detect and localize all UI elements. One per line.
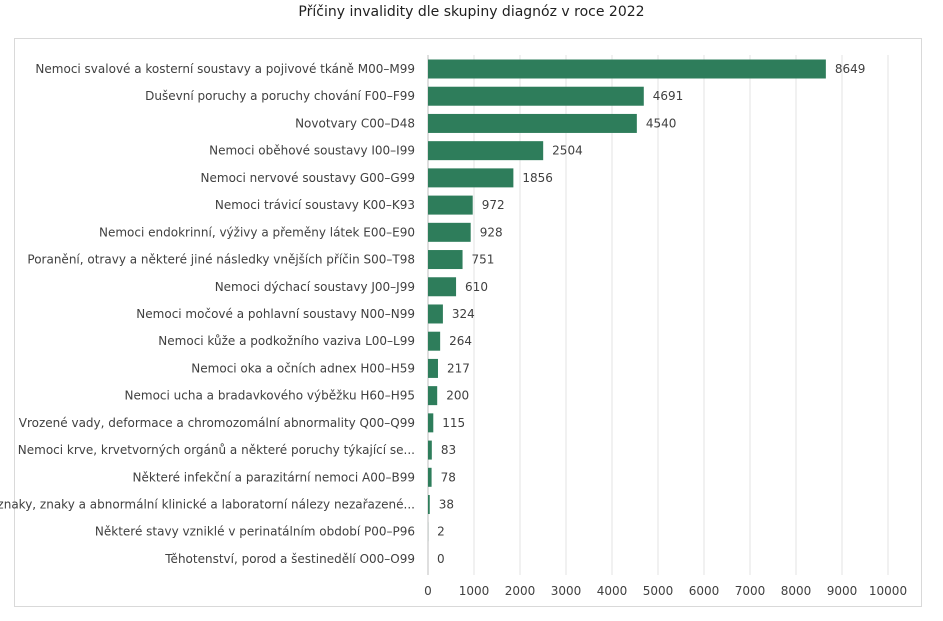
category-label: Nemoci trávicí soustavy K00–K93 (215, 198, 415, 212)
category-label: Novotvary C00–D48 (295, 116, 415, 130)
data-label: 8649 (835, 62, 866, 76)
chart-frame (14, 38, 922, 607)
category-label: Nemoci oběhové soustavy I00–I99 (209, 144, 415, 158)
x-tick-label: 1000 (459, 584, 490, 598)
data-label: 38 (439, 498, 454, 512)
category-label: Těhotenství, porod a šestinedělí O00–O99 (164, 552, 415, 566)
category-label: Nemoci krve, krvetvorných orgánů a někte… (18, 443, 415, 457)
x-tick-label: 2000 (505, 584, 536, 598)
data-label: 2504 (552, 144, 583, 158)
data-label: 610 (465, 280, 488, 294)
data-label: 1856 (522, 171, 553, 185)
data-label: 4691 (653, 89, 684, 103)
x-tick-label: 5000 (643, 584, 674, 598)
x-tick-label: 9000 (827, 584, 858, 598)
data-label: 200 (446, 389, 469, 403)
data-label: 264 (449, 334, 472, 348)
chart-title: Příčiny invalidity dle skupiny diagnóz v… (298, 4, 645, 20)
x-tick-label: 8000 (781, 584, 812, 598)
data-label: 0 (437, 552, 445, 566)
data-label: 4540 (646, 116, 677, 130)
bar (428, 440, 432, 460)
data-label: 928 (480, 225, 503, 239)
category-label: Nemoci svalové a kosterní soustavy a poj… (35, 62, 415, 76)
category-label: Duševní poruchy a poruchy chování F00–F9… (145, 89, 415, 103)
x-tick-label: 10000 (869, 584, 907, 598)
data-label: 115 (442, 416, 465, 430)
bar (428, 277, 457, 297)
data-label: 83 (441, 443, 456, 457)
bar (428, 250, 463, 270)
category-label: Vrozené vady, deformace a chromozomální … (19, 416, 415, 430)
data-label: 324 (452, 307, 475, 321)
x-tick-label: 4000 (597, 584, 628, 598)
category-label: Nemoci oka a očních adnex H00–H59 (191, 361, 415, 375)
category-label: Příznaky, znaky a abnormální klinické a … (0, 498, 415, 512)
x-tick-label: 6000 (689, 584, 720, 598)
category-label: Nemoci dýchací soustavy J00–J99 (215, 280, 415, 294)
category-label: Nemoci močové a pohlavní soustavy N00–N9… (136, 307, 415, 321)
x-tick-label: 7000 (735, 584, 766, 598)
bar (428, 59, 826, 79)
data-label: 217 (447, 361, 470, 375)
bar (428, 168, 514, 188)
category-label: Některé infekční a parazitární nemoci A0… (133, 470, 415, 484)
category-label: Nemoci nervové soustavy G00–G99 (201, 171, 415, 185)
bar (428, 413, 434, 433)
data-label: 751 (472, 253, 495, 267)
bar (428, 495, 430, 515)
category-label: Nemoci ucha a bradavkového výběžku H60–H… (125, 389, 415, 403)
x-tick-label: 0 (424, 584, 432, 598)
bar (428, 386, 438, 406)
bar (428, 222, 471, 242)
bar (428, 86, 644, 106)
bar (428, 141, 544, 161)
category-label: Nemoci kůže a podkožního vaziva L00–L99 (158, 334, 415, 348)
data-label: 972 (482, 198, 505, 212)
bar (428, 331, 441, 351)
category-label: Poranění, otravy a některé jiné následky… (27, 253, 415, 267)
bar (428, 195, 473, 215)
bar (428, 467, 432, 487)
x-tick-label: 3000 (551, 584, 582, 598)
bar (428, 358, 438, 378)
data-label: 2 (437, 525, 445, 539)
bar (428, 304, 443, 324)
bar (428, 113, 637, 133)
data-label: 78 (441, 470, 456, 484)
category-label: Některé stavy vzniklé v perinatálním obd… (95, 525, 415, 539)
category-label: Nemoci endokrinní, výživy a přeměny láte… (99, 225, 415, 239)
